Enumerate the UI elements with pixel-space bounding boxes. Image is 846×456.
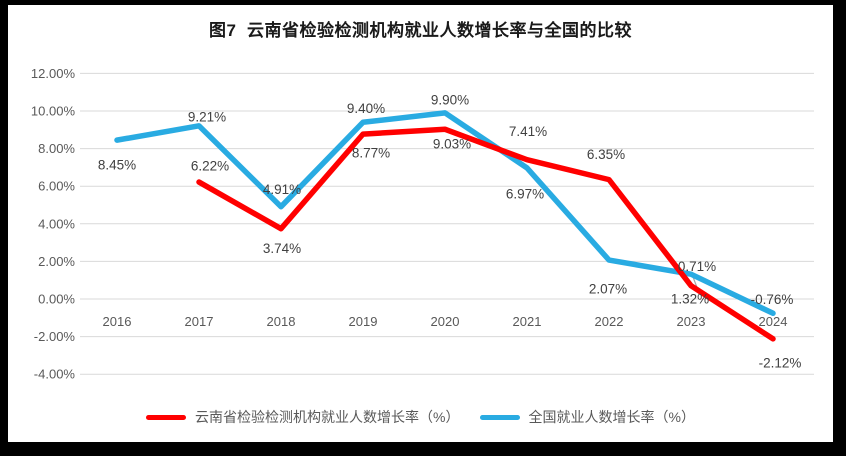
- data-label-national: -0.76%: [751, 292, 794, 307]
- chart-legend: 云南省检验检测机构就业人数增长率（%） 全国就业人数增长率（%）: [8, 407, 833, 427]
- x-axis-tick-label: 2022: [595, 314, 624, 329]
- data-label-yunnan: 3.74%: [263, 241, 301, 256]
- series-line-yunnan: [196, 126, 776, 342]
- data-label-yunnan: 8.77%: [352, 146, 390, 161]
- legend-label-national: 全国就业人数增长率（%）: [528, 409, 695, 425]
- x-axis-tick-label: 2024: [759, 314, 788, 329]
- legend-label-yunnan: 云南省检验检测机构就业人数增长率（%）: [195, 409, 460, 425]
- data-label-yunnan: 6.22%: [191, 159, 229, 174]
- x-axis-tick-label: 2020: [431, 314, 460, 329]
- x-axis-tick-label: 2018: [267, 314, 296, 329]
- x-axis-tick-label: 2019: [349, 314, 378, 329]
- y-axis-tick-label: 2.00%: [38, 254, 75, 269]
- legend-line-swatch-red: [146, 414, 187, 420]
- data-label-national: 2.07%: [589, 282, 627, 297]
- legend-item-national: 全国就业人数增长率（%）: [479, 407, 695, 427]
- data-label-national: 9.21%: [188, 109, 226, 124]
- x-axis-tick-label: 2021: [513, 314, 542, 329]
- data-label-yunnan: -2.12%: [759, 355, 802, 370]
- x-axis-tick-label: 2023: [677, 314, 706, 329]
- y-axis-tick-label: 10.00%: [31, 104, 76, 119]
- data-label-national: 4.91%: [263, 182, 301, 197]
- data-label-national: 9.40%: [347, 101, 385, 116]
- data-label-national: 6.97%: [506, 186, 544, 201]
- y-axis-tick-label: 4.00%: [38, 216, 75, 231]
- data-label-national: 9.90%: [431, 92, 469, 107]
- line-chart-plot: 12.00% 10.00% 8.00% 6.00% 4.00% 2.00% 0.00% -2.…: [31, 66, 814, 382]
- y-axis-tick-label: 8.00%: [38, 141, 75, 156]
- y-axis-tick-label: -2.00%: [34, 329, 76, 344]
- y-axis-tick-label: 12.00%: [31, 66, 76, 81]
- data-label-national: 8.45%: [98, 158, 136, 173]
- data-label-yunnan: 9.03%: [433, 137, 471, 152]
- data-label-yunnan: 7.41%: [509, 124, 547, 139]
- legend-item-yunnan: 云南省检验检测机构就业人数增长率（%）: [146, 407, 460, 427]
- series-line-national: [114, 110, 776, 317]
- y-axis-tick-label: 6.00%: [38, 179, 75, 194]
- data-label-national: 1.32%: [671, 292, 709, 307]
- x-axis-tick-label: 2017: [185, 314, 214, 329]
- y-axis-tick-label: 0.00%: [38, 292, 75, 307]
- x-axis-tick-label: 2016: [103, 314, 132, 329]
- y-axis-tick-label: -4.00%: [34, 367, 76, 382]
- data-label-yunnan: 0.71%: [678, 259, 716, 274]
- legend-line-swatch-blue: [479, 414, 520, 420]
- data-label-yunnan: 6.35%: [587, 147, 625, 162]
- chart-card: 图7 云南省检验检测机构就业人数增长率与全国的比较 12.00% 10.00% 8.…: [8, 5, 833, 442]
- chart-title: 图7 云南省检验检测机构就业人数增长率与全国的比较: [209, 21, 632, 40]
